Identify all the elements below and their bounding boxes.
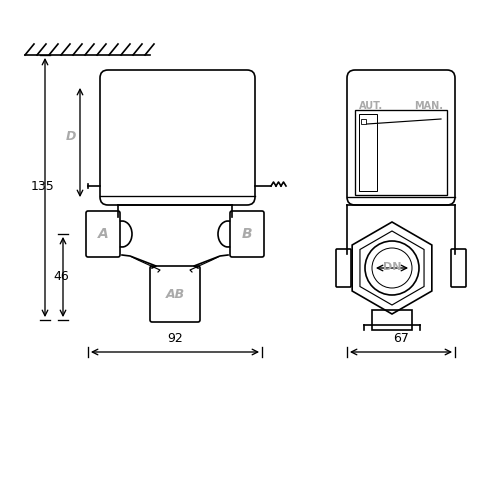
Text: A: A — [98, 227, 108, 241]
Text: DN: DN — [383, 262, 401, 272]
Text: AB: AB — [166, 288, 184, 300]
Bar — [359, 114, 377, 191]
Text: D: D — [66, 130, 76, 143]
Bar — [372, 310, 412, 330]
Text: 67: 67 — [393, 332, 409, 345]
Text: 92: 92 — [167, 332, 183, 345]
Text: 135: 135 — [31, 180, 55, 194]
Text: 46: 46 — [53, 270, 69, 283]
Text: MAN.: MAN. — [414, 101, 443, 111]
Text: B: B — [242, 227, 252, 241]
Bar — [361, 119, 366, 124]
Text: AUT.: AUT. — [359, 101, 383, 111]
Bar — [355, 110, 447, 195]
